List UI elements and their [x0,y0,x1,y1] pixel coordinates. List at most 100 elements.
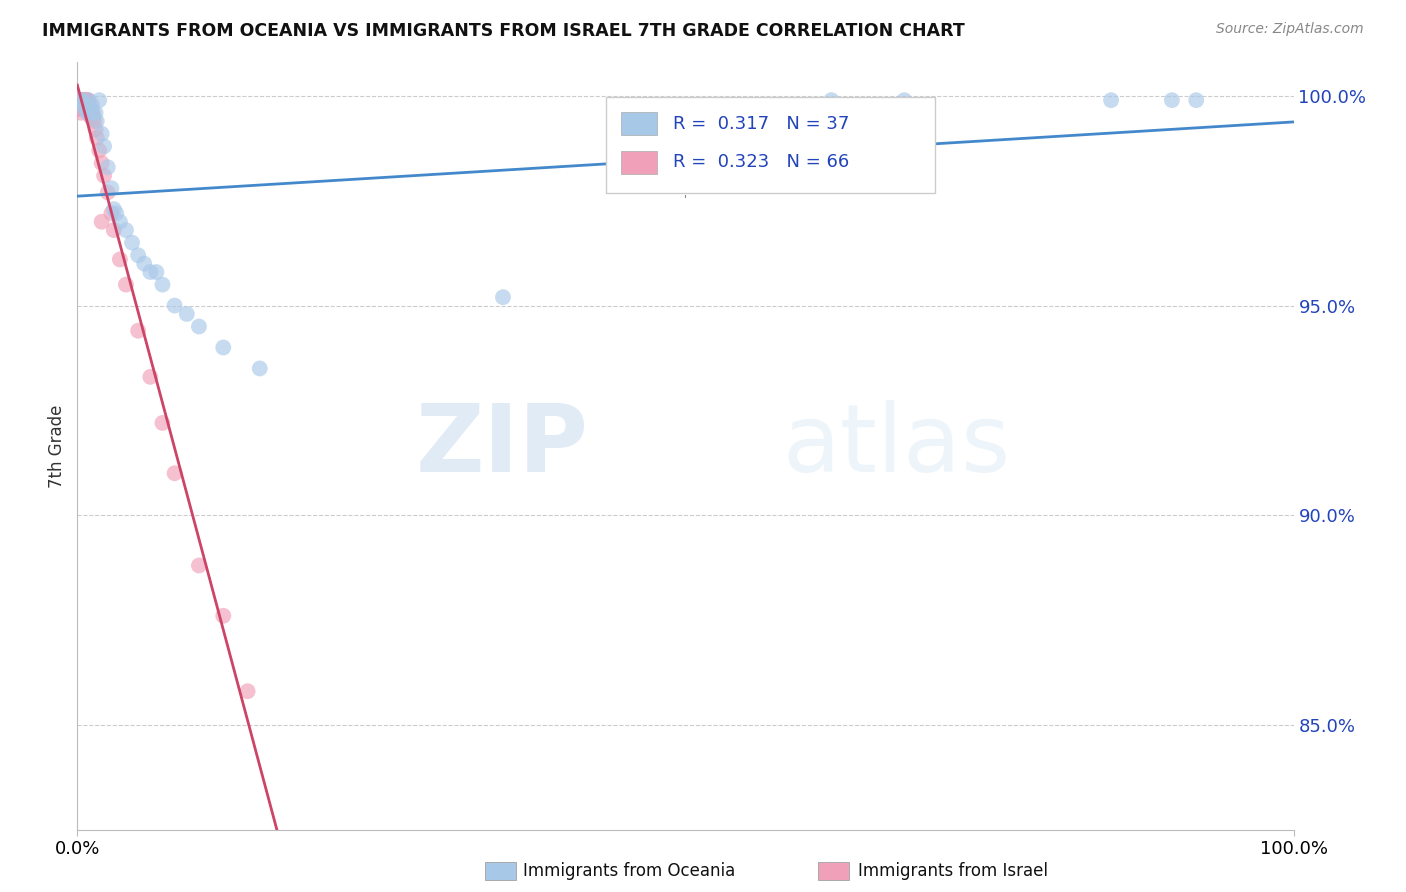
Point [70,97,93,112]
Point [82,110,104,124]
Text: R =  0.317   N = 37: R = 0.317 N = 37 [673,115,849,133]
Point [108,252,131,267]
Point [73,97,96,112]
Point [93,139,115,153]
Point [152,277,174,292]
Point [80,110,103,124]
Point [105,206,128,220]
Point [84,122,107,136]
Point [70,93,93,107]
Point [79,105,101,120]
Point [82,105,104,120]
Point [127,324,149,338]
Point [89,93,111,107]
Point [79,97,101,112]
Point [76,93,98,107]
Point [188,558,211,573]
Point [188,319,211,334]
Point [70,102,93,116]
Point [80,105,103,120]
Point [72,97,94,112]
Point [1185,93,1208,107]
Point [66,97,89,112]
Point [820,93,842,107]
Point [97,160,120,174]
Point [77,102,100,116]
Bar [621,112,658,136]
Point [893,93,915,107]
Point [80,102,103,116]
Point [69,93,91,107]
Bar [621,151,658,174]
Point [163,467,186,481]
Point [67,93,90,107]
Point [70,97,93,112]
Point [134,257,156,271]
Point [80,97,103,112]
Point [139,265,162,279]
Point [76,97,98,112]
FancyBboxPatch shape [606,97,935,193]
Point [1161,93,1184,107]
Point [76,105,98,120]
Point [70,93,93,107]
Text: Immigrants from Israel: Immigrants from Israel [858,862,1047,880]
Point [72,102,94,116]
Text: R =  0.323   N = 66: R = 0.323 N = 66 [673,153,849,171]
Point [73,93,96,107]
Point [70,93,93,107]
Point [73,102,96,116]
Point [79,102,101,116]
Point [212,608,235,623]
Point [66,97,89,112]
Point [66,93,89,107]
Point [75,97,97,112]
Point [100,181,122,195]
Point [115,223,138,237]
Point [212,341,235,355]
Point [66,93,89,107]
Point [90,127,112,141]
Point [152,416,174,430]
Point [163,299,186,313]
Point [86,114,108,128]
Point [73,93,96,107]
Point [103,202,125,216]
Point [72,97,94,112]
Point [79,102,101,116]
Point [70,97,93,112]
Point [83,114,105,128]
Point [492,290,515,304]
Point [115,277,138,292]
Point [90,156,112,170]
Text: Source: ZipAtlas.com: Source: ZipAtlas.com [1216,22,1364,37]
Point [72,93,94,107]
Point [127,248,149,262]
Point [70,93,93,107]
Point [77,93,100,107]
Point [145,265,167,279]
Point [121,235,143,250]
Point [66,93,89,107]
Text: ZIP: ZIP [415,400,588,492]
Point [69,97,91,112]
Point [86,131,108,145]
Point [66,102,89,116]
Text: Immigrants from Oceania: Immigrants from Oceania [523,862,735,880]
Point [67,102,90,116]
Point [75,102,97,116]
Point [67,93,90,107]
Point [66,93,89,107]
Text: IMMIGRANTS FROM OCEANIA VS IMMIGRANTS FROM ISRAEL 7TH GRADE CORRELATION CHART: IMMIGRANTS FROM OCEANIA VS IMMIGRANTS FR… [42,22,965,40]
Point [108,215,131,229]
Point [67,97,90,112]
Point [236,684,259,698]
Point [249,361,271,376]
Point [69,102,91,116]
Point [176,307,198,321]
Point [73,102,96,116]
Point [93,169,115,183]
Point [100,206,122,220]
Point [66,93,89,107]
Point [97,186,120,200]
